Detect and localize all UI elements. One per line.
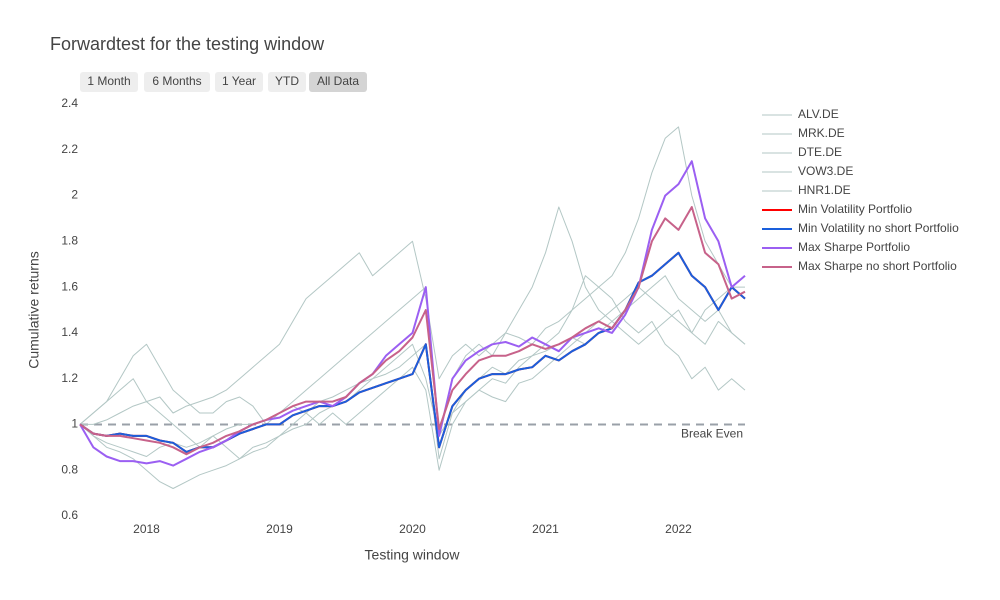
series-line: [79, 206, 746, 456]
range-button[interactable]: [268, 72, 306, 92]
y-tick-label: 0.8: [61, 462, 78, 476]
series-line: [79, 275, 746, 489]
legend-label[interactable]: MRK.DE: [798, 126, 845, 140]
series-line: [79, 251, 746, 453]
range-button[interactable]: [309, 72, 367, 92]
y-tick-label: 1: [71, 417, 78, 431]
legend-label[interactable]: VOW3.DE: [798, 164, 853, 178]
series-line: [79, 160, 746, 467]
y-tick-label: 1.6: [61, 279, 78, 293]
legend-label[interactable]: HNR1.DE: [798, 183, 851, 197]
y-tick-label: 0.6: [61, 508, 78, 522]
legend-label[interactable]: Max Sharpe Portfolio: [798, 240, 910, 254]
x-tick-label: 2020: [399, 522, 426, 536]
x-tick-label: 2021: [532, 522, 559, 536]
y-tick-label: 1.4: [61, 325, 78, 339]
y-tick-label: 2.2: [61, 142, 78, 156]
x-tick-label: 2022: [665, 522, 692, 536]
range-button[interactable]: [215, 72, 263, 92]
series-line: [79, 251, 746, 453]
range-button[interactable]: [144, 72, 210, 92]
range-button-label[interactable]: YTD: [275, 74, 299, 88]
range-button-label[interactable]: All Data: [317, 74, 359, 88]
x-tick-label: 2019: [266, 522, 293, 536]
y-tick-label: 1.8: [61, 234, 78, 248]
series-line: [80, 126, 745, 425]
break-even-label: Break Even: [681, 427, 743, 441]
series-line: [79, 206, 746, 437]
legend-label[interactable]: ALV.DE: [798, 107, 839, 121]
legend-label[interactable]: Min Volatility no short Portfolio: [798, 221, 959, 235]
range-button-label[interactable]: 1 Year: [222, 74, 256, 88]
chart-title: Forwardtest for the testing window: [50, 34, 325, 54]
range-button-label[interactable]: 1 Month: [87, 74, 130, 88]
legend-label[interactable]: DTE.DE: [798, 145, 842, 159]
y-tick-label: 2: [71, 188, 78, 202]
x-axis-title: Testing window: [365, 547, 461, 563]
range-button-label[interactable]: 6 Months: [152, 74, 201, 88]
legend-label[interactable]: Min Volatility Portfolio: [798, 202, 912, 216]
series-line: [79, 275, 746, 471]
range-button[interactable]: [80, 72, 138, 92]
x-tick-label: 2018: [133, 522, 160, 536]
y-tick-label: 2.4: [61, 96, 78, 110]
y-axis-title: Cumulative returns: [26, 251, 42, 369]
y-tick-label: 1.2: [61, 371, 78, 385]
legend-label[interactable]: Max Sharpe no short Portfolio: [798, 259, 957, 273]
